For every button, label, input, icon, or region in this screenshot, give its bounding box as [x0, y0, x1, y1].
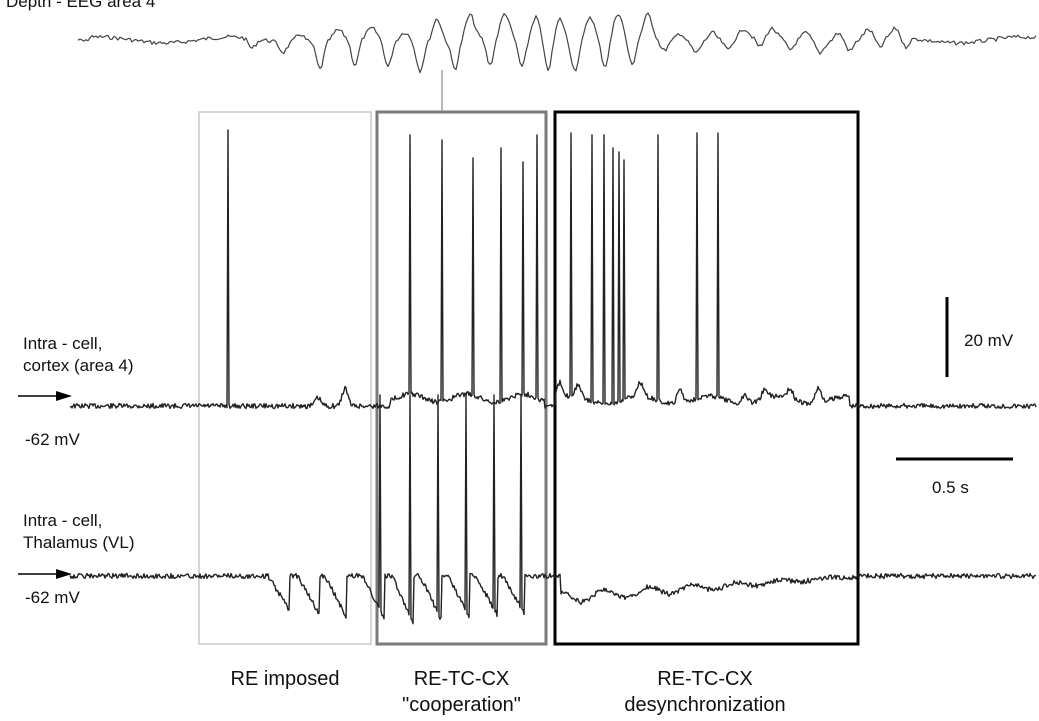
phase-cooperation-label-line1: RE-TC-CX	[413, 668, 510, 690]
cortex-label-line1: Intra - cell,	[23, 334, 103, 353]
thalamus-trace	[69, 394, 1037, 625]
time-scale-label: 0.5 s	[932, 478, 969, 497]
box-cooperation	[375, 110, 548, 646]
eeg-trace-label: Depth - EEG area 4	[6, 0, 156, 11]
thalamus-resting-potential: -62 mV	[25, 588, 80, 607]
cortex-label-line2: cortex (area 4)	[23, 356, 134, 375]
box-re-imposed	[198, 111, 372, 645]
cortex-arrow-icon	[18, 391, 72, 401]
cortex-resting-potential: -62 mV	[25, 430, 80, 449]
cortex-trace	[69, 129, 1037, 410]
box-desynchronization	[553, 110, 860, 646]
eeg-trace	[77, 12, 1037, 74]
voltage-scale-label: 20 mV	[964, 331, 1014, 350]
thalamus-label-line1: Intra - cell,	[23, 511, 103, 530]
phase-cooperation-label-line2: "cooperation"	[402, 694, 521, 716]
thalamus-arrow-icon	[18, 569, 72, 579]
phase-desync-label-line1: RE-TC-CX	[657, 668, 753, 690]
thalamus-label-line2: Thalamus (VL)	[23, 533, 135, 552]
phase-desync-label-line2: desynchronization	[624, 694, 786, 716]
phase-re-imposed-label: RE imposed	[230, 668, 340, 690]
